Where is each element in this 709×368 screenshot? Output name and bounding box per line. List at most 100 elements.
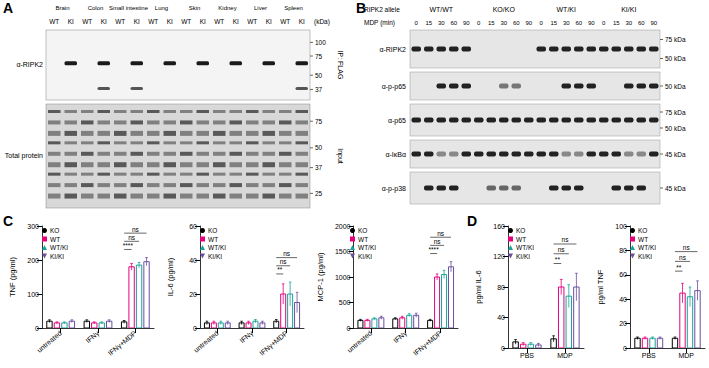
svg-text:Skin: Skin bbox=[189, 5, 201, 11]
svg-text:90: 90 bbox=[650, 20, 657, 26]
svg-text:Kidney: Kidney bbox=[218, 5, 236, 11]
svg-text:KI: KI bbox=[266, 18, 272, 25]
svg-text:WT: WT bbox=[49, 18, 59, 25]
svg-text:TNF (pg/ml): TNF (pg/ml) bbox=[8, 257, 17, 298]
svg-text:PBS: PBS bbox=[642, 352, 656, 359]
svg-text:37: 37 bbox=[315, 164, 323, 171]
svg-text:****: **** bbox=[429, 246, 440, 253]
svg-text:α-IκBα: α-IκBα bbox=[385, 151, 406, 158]
svg-text:Colon: Colon bbox=[88, 5, 104, 11]
svg-text:0: 0 bbox=[193, 325, 197, 332]
svg-text:WT: WT bbox=[181, 18, 191, 25]
svg-text:KI/KI: KI/KI bbox=[621, 6, 636, 13]
svg-text:120: 120 bbox=[493, 253, 505, 260]
svg-text:200: 200 bbox=[27, 257, 39, 264]
svg-text:WT: WT bbox=[148, 18, 158, 25]
svg-text:WT: WT bbox=[247, 18, 257, 25]
svg-text:0: 0 bbox=[35, 325, 39, 332]
svg-text:40: 40 bbox=[189, 257, 197, 264]
svg-text:KI: KI bbox=[299, 18, 305, 25]
svg-text:15: 15 bbox=[613, 20, 620, 26]
svg-text:KO: KO bbox=[358, 227, 367, 234]
svg-text:WT/KI: WT/KI bbox=[516, 244, 534, 251]
svg-text:KI/KI: KI/KI bbox=[516, 253, 530, 260]
svg-text:90: 90 bbox=[463, 20, 470, 26]
svg-text:IP: FLAG: IP: FLAG bbox=[337, 51, 344, 80]
svg-text:30: 30 bbox=[438, 20, 445, 26]
svg-text:30: 30 bbox=[625, 20, 632, 26]
svg-text:0: 0 bbox=[623, 345, 627, 352]
svg-text:75 kDa: 75 kDa bbox=[665, 36, 686, 43]
svg-text:**: ** bbox=[277, 266, 283, 273]
svg-text:WT/KI: WT/KI bbox=[638, 244, 656, 251]
svg-text:α-p65: α-p65 bbox=[388, 117, 406, 125]
svg-text:80: 80 bbox=[497, 284, 505, 291]
svg-text:30: 30 bbox=[500, 20, 507, 26]
svg-text:45 kDa: 45 kDa bbox=[665, 185, 686, 192]
svg-text:60: 60 bbox=[513, 20, 520, 26]
svg-text:25: 25 bbox=[315, 190, 323, 197]
svg-text:KI: KI bbox=[167, 18, 173, 25]
svg-text:****: **** bbox=[123, 242, 134, 249]
svg-text:**: ** bbox=[555, 256, 561, 263]
svg-text:Lung: Lung bbox=[155, 5, 168, 11]
svg-text:15: 15 bbox=[550, 20, 557, 26]
svg-text:20: 20 bbox=[189, 291, 197, 298]
svg-text:KI/KI: KI/KI bbox=[358, 253, 372, 260]
svg-text:KI/KI: KI/KI bbox=[208, 253, 222, 260]
svg-text:ns: ns bbox=[280, 258, 288, 265]
svg-text:300: 300 bbox=[27, 223, 39, 230]
svg-text:KI: KI bbox=[101, 18, 107, 25]
svg-text:ns: ns bbox=[132, 226, 140, 233]
svg-text:60: 60 bbox=[450, 20, 457, 26]
svg-text:500: 500 bbox=[339, 299, 351, 306]
svg-text:KI: KI bbox=[233, 18, 239, 25]
svg-text:15: 15 bbox=[488, 20, 495, 26]
svg-text:WT/KI: WT/KI bbox=[208, 244, 226, 251]
svg-text:1500: 1500 bbox=[335, 248, 351, 255]
svg-text:WT: WT bbox=[208, 236, 218, 243]
svg-text:KO: KO bbox=[516, 227, 525, 234]
svg-text:WT/KI: WT/KI bbox=[557, 6, 576, 13]
svg-text:KI: KI bbox=[68, 18, 74, 25]
svg-text:75: 75 bbox=[315, 118, 323, 125]
svg-text:IFNγ: IFNγ bbox=[238, 329, 255, 345]
svg-text:KI/KI: KI/KI bbox=[638, 253, 652, 260]
svg-text:75 kDa: 75 kDa bbox=[665, 109, 686, 116]
svg-text:Small intestine: Small intestine bbox=[109, 5, 149, 11]
svg-text:WT/KI: WT/KI bbox=[50, 244, 68, 251]
svg-text:WT: WT bbox=[115, 18, 125, 25]
svg-text:60: 60 bbox=[189, 223, 197, 230]
svg-text:WT: WT bbox=[214, 18, 224, 25]
svg-text:ns: ns bbox=[562, 236, 570, 243]
svg-text:WT: WT bbox=[358, 236, 368, 243]
svg-text:Spleen: Spleen bbox=[284, 5, 303, 11]
svg-text:ns: ns bbox=[558, 246, 566, 253]
svg-text:80: 80 bbox=[619, 247, 627, 254]
svg-text:90: 90 bbox=[588, 20, 595, 26]
svg-text:IFNγ: IFNγ bbox=[84, 329, 101, 345]
svg-text:60: 60 bbox=[619, 271, 627, 278]
svg-text:Input: Input bbox=[336, 148, 344, 164]
svg-text:ns: ns bbox=[283, 250, 291, 257]
svg-text:ns: ns bbox=[679, 254, 687, 261]
svg-text:100: 100 bbox=[315, 39, 326, 46]
svg-text:50 kDa: 50 kDa bbox=[665, 83, 686, 90]
svg-text:KI/KI: KI/KI bbox=[50, 253, 64, 260]
svg-text:ns: ns bbox=[437, 230, 445, 237]
svg-text:α-p-p65: α-p-p65 bbox=[382, 83, 406, 91]
svg-text:MDP: MDP bbox=[557, 352, 573, 359]
svg-text:50 kDa: 50 kDa bbox=[665, 55, 686, 62]
svg-text:KO: KO bbox=[638, 227, 647, 234]
svg-text:**: ** bbox=[676, 264, 682, 271]
svg-text:20: 20 bbox=[619, 320, 627, 327]
svg-text:0: 0 bbox=[477, 20, 481, 26]
svg-text:ns: ns bbox=[128, 234, 136, 241]
svg-text:40: 40 bbox=[619, 296, 627, 303]
svg-text:50: 50 bbox=[315, 144, 323, 151]
svg-text:IFNγ+MDP: IFNγ+MDP bbox=[258, 329, 290, 357]
svg-text:α-RIPK2: α-RIPK2 bbox=[379, 46, 406, 53]
svg-text:0: 0 bbox=[415, 20, 419, 26]
svg-text:(kDa): (kDa) bbox=[314, 18, 330, 26]
svg-text:pg/ml TNF: pg/ml TNF bbox=[596, 269, 605, 304]
